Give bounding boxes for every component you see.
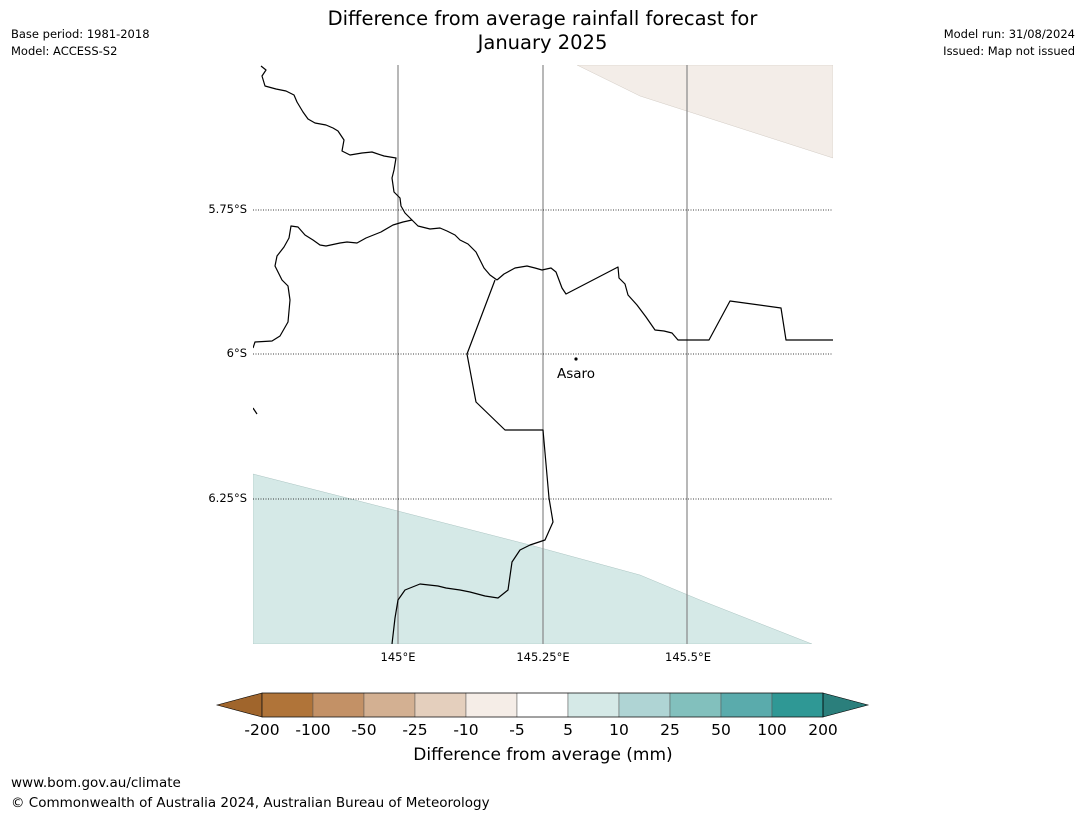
colorbar-tick-label: -100 [295,721,330,739]
colorbar-tick-label: -200 [244,721,279,739]
colorbar-extend-high [822,692,870,718]
asaro-label: Asaro [557,366,595,382]
lat-label-3: 6.25°S [208,491,247,505]
colorbar-tick-label: 200 [808,721,838,739]
colorbar-swatch [414,692,467,718]
colorbar-tick-label: 100 [757,721,787,739]
latitude-gridlines [253,209,833,500]
colorbar-swatch [363,692,416,718]
colorbar-swatch [567,692,620,718]
colorbar-tick-label: 25 [660,721,680,739]
colorbar: -200 -100 -50 -25 -10 -5 5 10 25 50 100 200 [215,692,870,739]
model-name: Model: ACCESS-S2 [11,44,118,58]
longitude-gridlines [397,65,688,644]
metadata-left: Base period: 1981-2018 Model: ACCESS-S2 [11,26,150,60]
colorbar-label: Difference from average (mm) [413,745,673,765]
lon-label-2: 145.25°E [516,650,569,664]
footer-url: www.bom.gov.au/climate [11,775,181,791]
title-line-2: January 2025 [477,31,608,54]
colorbar-extend-low [215,692,263,718]
colorbar-tick-label: -50 [351,721,376,739]
colorbar-tick-label: -25 [402,721,427,739]
latitude-labels: 5.75°S 6°S 6.25°S [208,202,247,505]
model-run: Model run: 31/08/2024 [943,27,1075,41]
longitude-labels: 145°E 145.25°E 145.5°E [381,650,711,664]
colorbar-swatch [516,692,569,718]
colorbar-swatch [312,692,365,718]
province-borders [253,65,833,644]
colorbar-swatches [215,692,870,718]
issued-status: Issued: Map not issued [943,44,1075,58]
colorbar-tick-labels: -200 -100 -50 -25 -10 -5 5 10 25 50 100 200 [244,721,837,739]
map-area [253,65,833,644]
colorbar-tick-label: 50 [711,721,731,739]
colorbar-outline [261,692,824,718]
map-title: Difference from average rainfall forecas… [240,7,845,55]
colorbar-swatch [720,692,773,718]
lon-label-3: 145.5°E [665,650,711,664]
colorbar-tick-label: 5 [563,721,573,739]
colorbar-swatch [771,692,824,718]
lat-label-2: 6°S [227,346,247,360]
colorbar-tick-label: 10 [609,721,629,739]
colorbar-tick-label: -10 [453,721,478,739]
dry-anomaly-region [576,65,833,159]
metadata-right: Model run: 31/08/2024 Issued: Map not is… [943,26,1075,60]
map: Asaro 5.75°S 6°S 6.25°S 145°E 145.25°E 1… [208,65,833,664]
wet-anomaly-region [253,473,813,644]
colorbar-swatch [261,692,314,718]
colorbar-swatch [618,692,671,718]
footer-copyright: © Commonwealth of Australia 2024, Austra… [11,795,490,811]
colorbar-swatch [669,692,722,718]
place-marker: Asaro [557,357,595,382]
lat-label-1: 5.75°S [208,202,247,216]
asaro-marker [574,357,578,361]
colorbar-tick-label: -5 [509,721,524,739]
base-period: Base period: 1981-2018 [11,27,150,41]
lon-label-1: 145°E [381,650,416,664]
title-line-1: Difference from average rainfall forecas… [327,7,758,30]
colorbar-swatch [465,692,518,718]
